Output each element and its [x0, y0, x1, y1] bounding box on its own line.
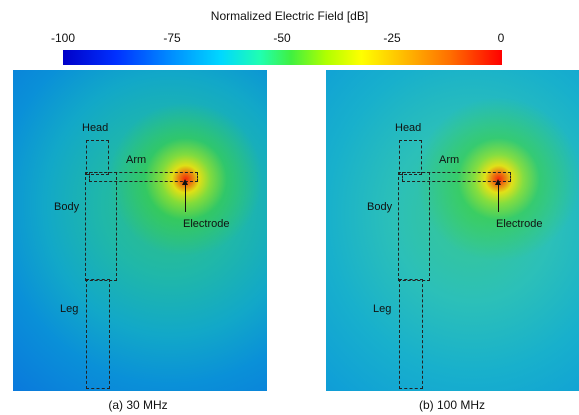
head-label: Head: [82, 122, 109, 134]
field-map: [13, 70, 267, 391]
field-map: [326, 70, 579, 391]
colorbar-title: Normalized Electric Field [dB]: [210, 9, 369, 23]
leg-label: Leg: [60, 303, 79, 315]
colorbar-tick: -100: [50, 31, 76, 45]
body-label: Body: [367, 201, 393, 213]
electrode-arrow-shaft: [498, 184, 499, 212]
electrode-arrow-head: [182, 179, 188, 185]
body-box: [85, 172, 117, 281]
electrode-label: Electrode: [183, 218, 230, 230]
colorbar-tick: -25: [383, 31, 401, 45]
body-label: Body: [54, 201, 80, 213]
caption-a: (a) 30 MHz: [108, 398, 168, 412]
leg-box: [86, 279, 110, 389]
body-box: [398, 172, 430, 281]
leg-label: Leg: [373, 303, 392, 315]
field-panel-100mhz: Head Arm Body Leg Electrode: [326, 70, 579, 391]
field-panel-30mhz: Head Arm Body Leg Electrode: [13, 70, 267, 391]
electrode-arrow-head: [495, 179, 501, 185]
colorbar: [63, 50, 502, 65]
leg-box: [399, 279, 423, 389]
arm-label: Arm: [439, 154, 460, 166]
arm-box: [402, 172, 511, 182]
electrode-label: Electrode: [496, 218, 543, 230]
colorbar-tick: 0: [497, 31, 505, 45]
arm-label: Arm: [126, 154, 147, 166]
colorbar-tick: -75: [163, 31, 181, 45]
electrode-arrow-shaft: [185, 184, 186, 212]
head-box: [399, 140, 422, 175]
head-label: Head: [395, 122, 422, 134]
head-box: [86, 140, 109, 175]
caption-b: (b) 100 MHz: [418, 398, 486, 412]
colorbar-tick: -50: [273, 31, 291, 45]
arm-box: [89, 172, 198, 182]
